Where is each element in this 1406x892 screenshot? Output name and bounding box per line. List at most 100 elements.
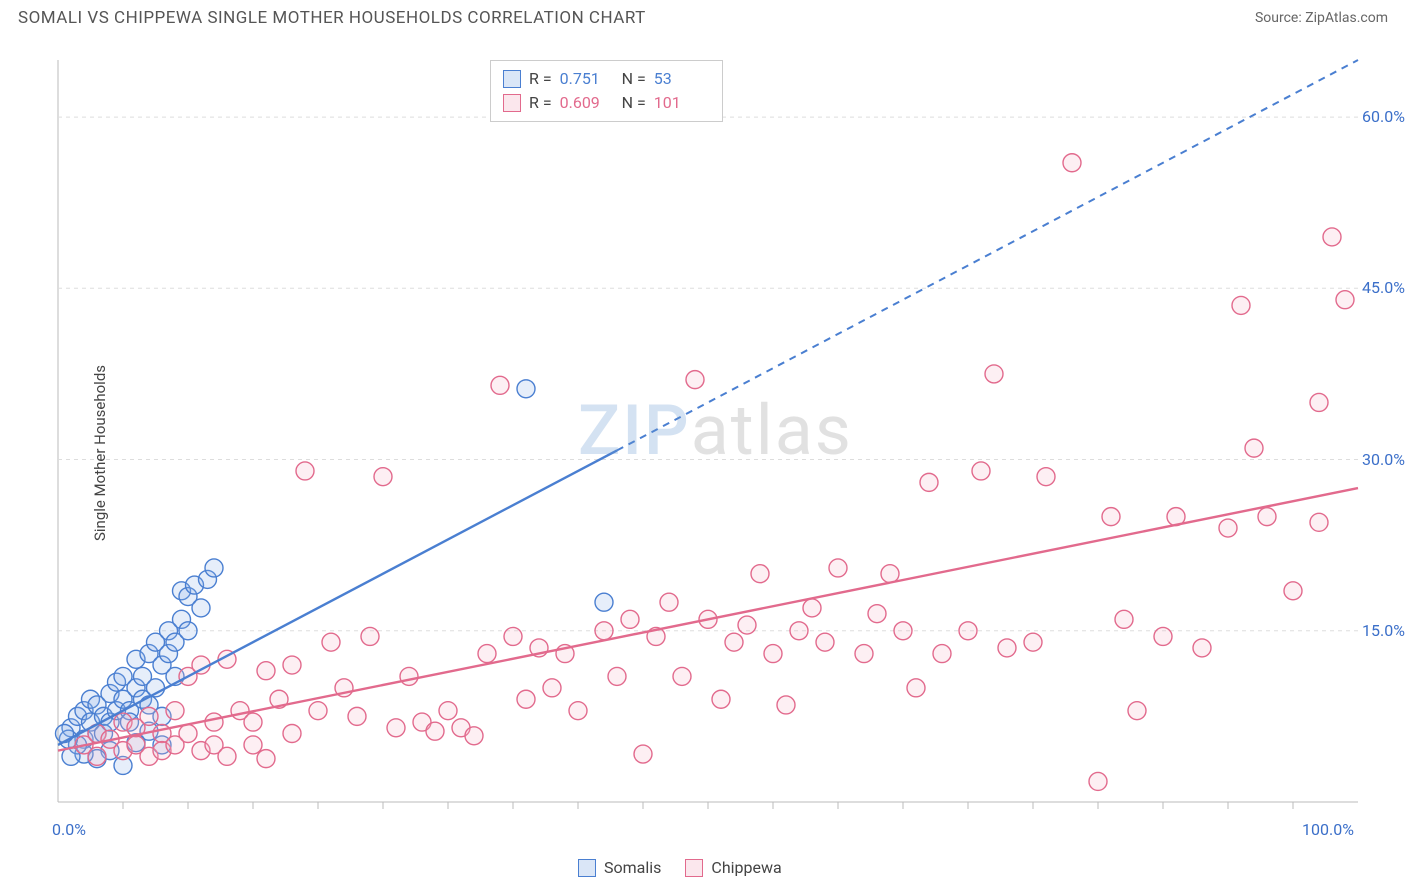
data-point [322,633,340,651]
correlation-stats-box: R = 0.751 N = 53 R = 0.609 N = 101 [490,60,723,122]
legend-item: Chippewa [685,858,781,877]
legend-swatch [685,859,703,877]
data-point [751,565,769,583]
chart-title: SOMALI VS CHIPPEWA SINGLE MOTHER HOUSEHO… [18,8,646,28]
data-point [621,610,639,628]
data-point [283,725,301,743]
data-point [686,371,704,389]
data-point [88,747,106,765]
data-point [660,593,678,611]
x-axis-min-label: 0.0% [52,820,86,839]
data-point [1245,439,1263,457]
data-point [218,747,236,765]
data-point [634,745,652,763]
data-point [491,376,509,394]
data-point [387,719,405,737]
data-point [777,696,795,714]
stats-row: R = 0.751 N = 53 [503,67,708,91]
chart-container: Single Mother Households ZIPatlas R =0.7… [18,48,1388,858]
data-point [140,707,158,725]
data-point [1336,291,1354,309]
data-point [543,679,561,697]
data-point [192,599,210,617]
data-point [166,702,184,720]
legend-swatch [578,859,596,877]
chart-source: Source: ZipAtlas.com [1255,10,1388,26]
data-point [179,622,197,640]
data-point [738,616,756,634]
data-point [517,690,535,708]
data-point [257,662,275,680]
data-point [907,679,925,697]
data-point [257,750,275,768]
data-point [829,559,847,577]
data-point [348,707,366,725]
data-point [374,468,392,486]
stat-n-label: N = [622,67,646,91]
data-point [1284,582,1302,600]
data-point [439,702,457,720]
data-point [725,633,743,651]
data-point [283,656,301,674]
data-point [465,727,483,745]
data-point [1258,508,1276,526]
stat-r-value: 0.609 [560,91,614,115]
y-tick-label: 45.0% [1362,278,1405,297]
data-point [517,380,535,398]
data-point [803,599,821,617]
data-point [56,725,74,743]
source-prefix: Source: [1255,10,1305,26]
trend-line-extrapolated [617,60,1358,450]
data-point [361,627,379,645]
y-axis-label: Single Mother Households [91,365,109,541]
y-tick-label: 15.0% [1362,621,1405,640]
trend-line [58,488,1358,751]
stats-row: R = 0.609 N = 101 [503,91,708,115]
data-point [673,667,691,685]
legend-label: Chippewa [711,858,781,877]
data-point [868,605,886,623]
data-point [205,713,223,731]
stat-n-value: 53 [654,67,708,91]
data-point [998,639,1016,657]
data-point [1089,772,1107,790]
stat-n-value: 101 [654,91,708,115]
data-point [595,622,613,640]
data-point [1128,702,1146,720]
stat-r-label: R = [529,91,552,115]
data-point [400,667,418,685]
data-point [1115,610,1133,628]
scatter-plot [18,48,1388,858]
data-point [1232,296,1250,314]
legend-label: Somalis [604,858,661,877]
data-point [1310,513,1328,531]
data-point [920,473,938,491]
data-point [426,722,444,740]
stat-n-label: N = [622,91,646,115]
data-point [205,559,223,577]
y-tick-label: 60.0% [1362,107,1405,126]
stat-r-label: R = [529,67,552,91]
data-point [1037,468,1055,486]
data-point [881,565,899,583]
data-point [478,645,496,663]
data-point [244,736,262,754]
data-point [179,725,197,743]
legend-swatch [503,70,521,88]
data-point [569,702,587,720]
data-point [608,667,626,685]
data-point [1193,639,1211,657]
data-point [933,645,951,663]
source-name: ZipAtlas.com [1305,10,1388,26]
data-point [595,593,613,611]
data-point [309,702,327,720]
data-point [972,462,990,480]
data-point [959,622,977,640]
data-point [1063,154,1081,172]
data-point [296,462,314,480]
stat-r-value: 0.751 [560,67,614,91]
data-point [1323,228,1341,246]
data-point [1154,627,1172,645]
legend-item: Somalis [578,858,661,877]
data-point [790,622,808,640]
